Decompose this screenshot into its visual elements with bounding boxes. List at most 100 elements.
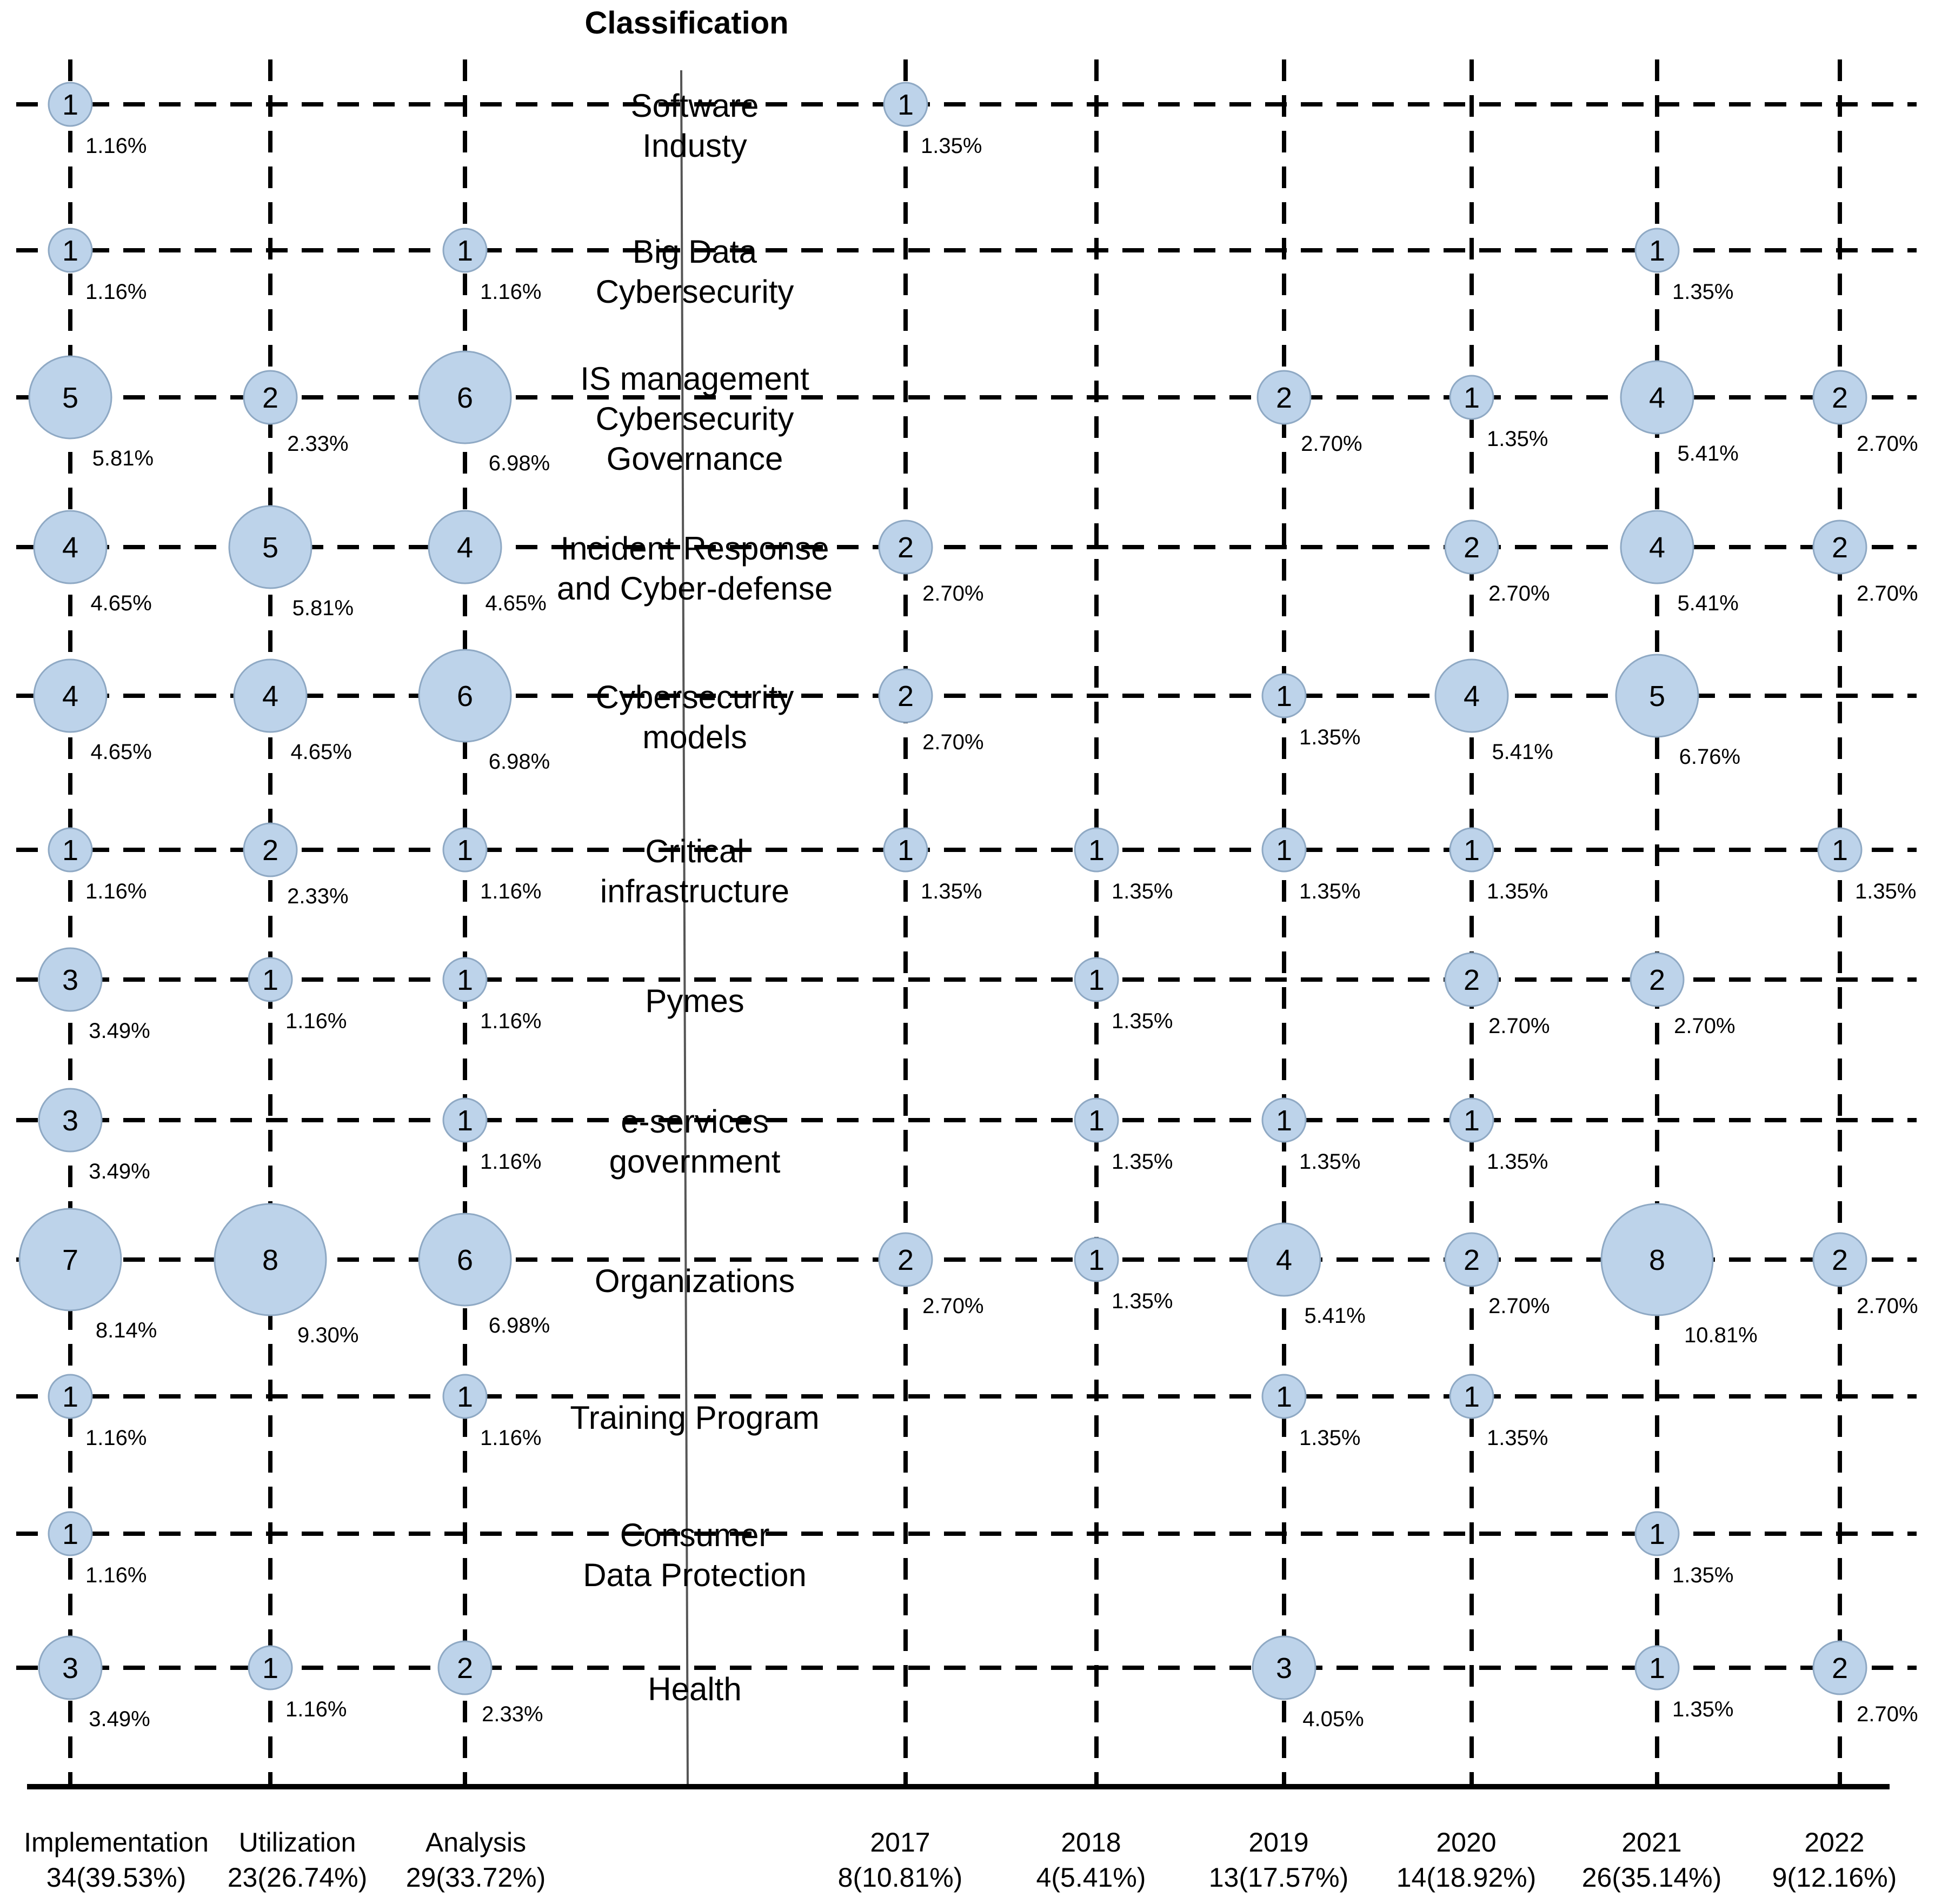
grid-layer	[16, 59, 1917, 1789]
bubble	[442, 827, 488, 873]
right-column-name-3: 2020	[1436, 1827, 1496, 1858]
bubble-count: 1	[1464, 834, 1480, 867]
category-label-line: Cybersecurity	[596, 401, 794, 437]
bubble	[243, 370, 298, 425]
bubble	[48, 82, 93, 127]
bubble-percent: 2.70%	[922, 730, 983, 754]
bubble-group: 1 1.35%	[1261, 1097, 1360, 1174]
bubble-group: 1 1.35%	[1449, 1097, 1548, 1174]
bubble-percent: 1.35%	[1855, 880, 1916, 903]
bubble	[878, 668, 933, 723]
bubble-percent: 1.16%	[480, 1150, 541, 1174]
bubble-count: 2	[1832, 531, 1848, 564]
bubble	[1812, 520, 1867, 575]
category-label-line: Consumer	[620, 1517, 770, 1553]
bubble-group: 2 2.70%	[878, 668, 984, 754]
bubble	[1261, 827, 1307, 873]
bubble-group: 1 1.16%	[48, 82, 147, 158]
bubble-group: 2 2.33%	[243, 822, 349, 908]
bubble	[1817, 827, 1863, 873]
bubble-percent: 1.35%	[1487, 1426, 1548, 1450]
category-label-2: IS management Cybersecurity Governance	[580, 361, 809, 477]
bubble-count: 4	[1649, 382, 1665, 414]
bubble-percent: 2.33%	[287, 884, 348, 908]
bubble	[1074, 1097, 1119, 1143]
bubble	[1615, 654, 1699, 738]
bubble-group: 1 1.35%	[883, 82, 982, 158]
category-label-line: Pymes	[645, 983, 744, 1019]
bubble-group: 1 1.35%	[1261, 827, 1360, 903]
bubble-percent: 2.33%	[287, 432, 348, 456]
bubble-count: 1	[1088, 964, 1105, 996]
category-label-7: e-services government	[609, 1103, 781, 1180]
left-column-name-2: Analysis	[425, 1827, 526, 1858]
bubble-group: 1 1.35%	[1074, 1097, 1173, 1174]
category-label-line: and Cyber-defense	[557, 570, 833, 607]
category-label-line: Software	[631, 88, 759, 124]
bubble-percent: 2.70%	[922, 582, 983, 605]
bubble-percent: 2.70%	[1857, 1294, 1918, 1318]
category-label-6: Pymes	[645, 983, 744, 1019]
bubble-count: 5	[62, 382, 78, 414]
bubble-group: 1 1.35%	[1634, 1511, 1733, 1587]
category-label-0: Software Industy	[631, 88, 759, 164]
bubble-count: 3	[62, 964, 78, 996]
bubble-percent: 2.70%	[1488, 1014, 1550, 1038]
bubble-percent: 1.35%	[1487, 427, 1548, 451]
bubbles: 1 1.16% 1 1.16% 5 5.81% 4 4.65% 4 4.65% 1 1.16% 3 3.4…	[18, 82, 1918, 1731]
bubble	[48, 827, 93, 873]
bubble	[883, 82, 928, 127]
bubble-group: 3 3.49%	[38, 947, 150, 1043]
bubble-group: 2 2.33%	[243, 370, 349, 456]
right-column-total-5: 9(12.16%)	[1772, 1862, 1897, 1893]
bubble-count: 6	[457, 1244, 473, 1276]
bubble-group: 1 1.16%	[442, 228, 541, 304]
bubble	[1630, 952, 1685, 1007]
bubble-count: 2	[1464, 964, 1480, 996]
bubble	[437, 1640, 493, 1695]
bubble-percent: 6.98%	[489, 750, 550, 774]
bubble-percent: 1.35%	[1112, 1150, 1173, 1174]
bubble-percent: 2.33%	[482, 1702, 543, 1726]
center-divider	[680, 70, 689, 1787]
bubble-percent: 1.35%	[1299, 1426, 1360, 1450]
bubble-percent: 8.14%	[96, 1319, 157, 1342]
bubble-percent: 1.16%	[480, 1009, 541, 1033]
bubble-group: 3 3.49%	[38, 1635, 150, 1731]
bubble-group: 5 6.76%	[1615, 654, 1740, 769]
bubble	[1449, 827, 1494, 873]
bubble	[38, 947, 103, 1012]
bubble-group: 5 5.81%	[28, 355, 154, 470]
bubble-percent: 1.35%	[1112, 1289, 1173, 1313]
bubble-count: 2	[1464, 531, 1480, 564]
bubble-group: 2 2.70%	[1256, 370, 1362, 456]
bubble	[248, 957, 293, 1002]
bubble-percent: 3.49%	[89, 1160, 150, 1183]
bubble-percent: 1.16%	[285, 1697, 347, 1721]
bubble	[1074, 957, 1119, 1002]
bubble-group: 4 5.41%	[1434, 658, 1553, 764]
bubble	[1634, 228, 1680, 273]
bubble-percent: 4.05%	[1302, 1707, 1364, 1731]
bubble	[878, 1232, 933, 1287]
bubble-count: 1	[1088, 1244, 1105, 1276]
bubble	[878, 520, 933, 575]
bubble-group: 8 9.30%	[214, 1203, 358, 1347]
bubble	[48, 228, 93, 273]
bubble-count: 1	[1276, 834, 1292, 867]
bubble-group: 1 1.35%	[1449, 827, 1548, 903]
bubble-percent: 1.35%	[921, 880, 982, 903]
bubble-percent: 2.70%	[1301, 432, 1362, 456]
bubble-group: 6 6.98%	[418, 350, 550, 475]
column-labels: Implementation 34(39.53%) Utilization 23(26…	[24, 1827, 1897, 1893]
right-column-total-0: 8(10.81%)	[838, 1862, 963, 1893]
bubble-count: 2	[262, 382, 278, 414]
bubble-count: 2	[1832, 1244, 1848, 1276]
bubble-percent: 1.35%	[1672, 1697, 1733, 1721]
bubble-percent: 1.16%	[85, 1426, 147, 1450]
bubble-group: 5 5.81%	[228, 505, 354, 620]
bubble	[1261, 1374, 1307, 1419]
bubble-count: 4	[1649, 531, 1665, 564]
bubble-count: 1	[457, 1104, 473, 1137]
